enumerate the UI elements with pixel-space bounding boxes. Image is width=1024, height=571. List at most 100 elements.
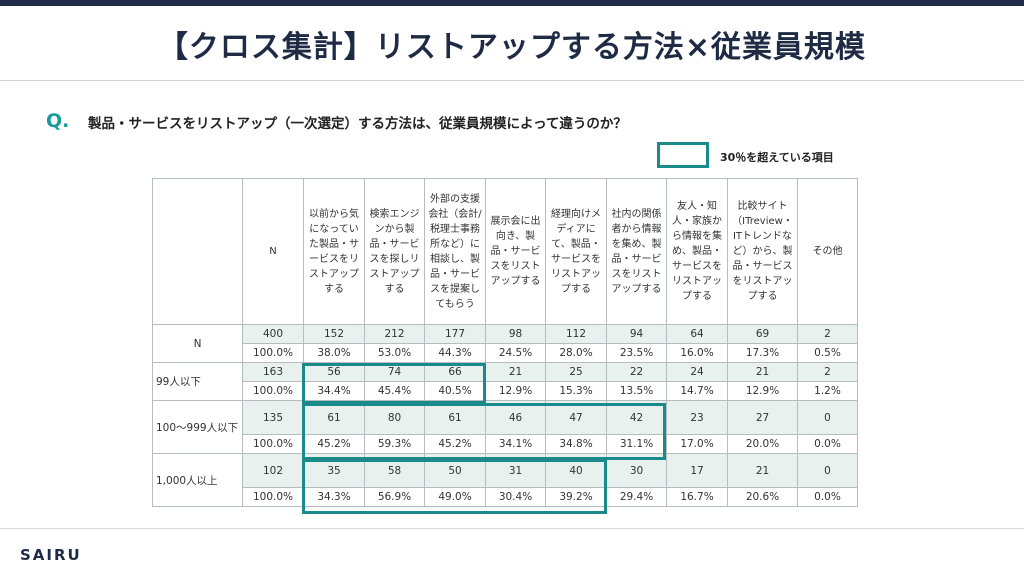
row-label: 1,000人以上 [152, 453, 243, 507]
count-cell: 42 [606, 400, 667, 435]
sairu-logo: SAIRU [20, 546, 82, 564]
count-cell: 35 [303, 453, 365, 488]
count-cell: 69 [727, 324, 798, 344]
percent-cell: 56.9% [364, 487, 425, 507]
percent-cell: 16.7% [666, 487, 728, 507]
count-cell: 21 [727, 362, 798, 382]
table-row: 100～999人以下 135 61 80 61 46 47 42 23 27 0 [152, 400, 858, 454]
table-row: 100.0% 38.0% 53.0% 44.3% 24.5% 28.0% 23.5% 16.0… [153, 343, 858, 363]
count-cell: 21 [485, 362, 546, 382]
question-text: 製品・サービスをリストアップ（一次選定）する方法は、従業員規模によって違うのか？ [88, 116, 627, 132]
percent-cell: 20.0% [727, 434, 798, 454]
header-cell-internal-staff: 社内の関係者から情報を集め、製品・サービスをリストアップする [606, 178, 667, 325]
count-cell: 46 [485, 400, 546, 435]
percent-cell: 49.0% [424, 487, 486, 507]
header-cell-search-engine: 検索エンジンから製品・サービスを探しリストアップする [364, 178, 425, 325]
percent-cell: 100.0% [242, 487, 304, 507]
count-cell: 22 [606, 362, 667, 382]
legend-swatch [657, 142, 709, 168]
percent-cell: 45.2% [424, 434, 486, 454]
table-header-row: N 以前から気になっていた製品・サービスをリストアップする 検索エンジンから製品… [152, 178, 858, 325]
count-cell: 212 [364, 324, 425, 344]
percent-cell: 1.2% [797, 381, 858, 401]
percent-cell: 34.3% [303, 487, 365, 507]
header-cell-comparison-site: 比較サイト（ITreview・ITトレンドなど）から、製品・サービスをリストアッ… [727, 178, 798, 325]
count-cell: 74 [364, 362, 425, 382]
percent-cell: 0.0% [797, 434, 858, 454]
count-cell: 2 [797, 324, 858, 344]
count-cell: 50 [424, 453, 486, 488]
count-cell: 2 [797, 362, 858, 382]
count-cell: 25 [545, 362, 607, 382]
percent-cell: 24.5% [485, 343, 546, 363]
top-accent-bar [0, 0, 1024, 6]
count-cell: 47 [545, 400, 607, 435]
count-cell: 27 [727, 400, 798, 435]
percent-cell: 53.0% [364, 343, 425, 363]
table-row: 100.0% 34.3% 56.9% 49.0% 30.4% 39.2% 29.4% 16.7… [153, 487, 858, 507]
percent-cell: 12.9% [485, 381, 546, 401]
percent-cell: 100.0% [242, 381, 304, 401]
percent-cell: 100.0% [242, 343, 304, 363]
percent-cell: 28.0% [545, 343, 607, 363]
row-label: 99人以下 [152, 362, 243, 401]
percent-cell: 17.0% [666, 434, 728, 454]
row-label: N [152, 324, 243, 363]
count-cell: 58 [364, 453, 425, 488]
count-cell: 66 [424, 362, 486, 382]
percent-cell: 34.8% [545, 434, 607, 454]
count-cell: 24 [666, 362, 728, 382]
header-cell-accounting-media: 経理向けメディアにて、製品・サービスをリストアップする [545, 178, 607, 325]
count-cell: 23 [666, 400, 728, 435]
count-cell: 61 [303, 400, 365, 435]
percent-cell: 12.9% [727, 381, 798, 401]
count-cell: 98 [485, 324, 546, 344]
question-mark-label: Q. [46, 110, 70, 132]
percent-cell: 15.3% [545, 381, 607, 401]
percent-cell: 30.4% [485, 487, 546, 507]
percent-cell: 59.3% [364, 434, 425, 454]
header-cell-friends-family: 友人・知人・家族から情報を集め、製品・サービスをリストアップする [666, 178, 728, 325]
legend-label: 30％を超えている項目 [720, 151, 834, 164]
header-cell-exhibition: 展示会に出向き、製品・サービスをリストアップする [485, 178, 546, 325]
table-row: 99人以下 163 56 74 66 21 25 22 24 21 2 [152, 362, 858, 401]
table-row: N 400 152 212 177 98 112 94 64 69 2 [152, 324, 858, 363]
count-cell: 400 [242, 324, 304, 344]
header-cell-n: N [242, 178, 304, 325]
percent-cell: 34.1% [485, 434, 546, 454]
count-cell: 61 [424, 400, 486, 435]
count-cell: 31 [485, 453, 546, 488]
table-row: 100.0% 45.2% 59.3% 45.2% 34.1% 34.8% 31.1% 17.0… [153, 434, 858, 454]
percent-cell: 13.5% [606, 381, 667, 401]
count-cell: 0 [797, 400, 858, 435]
count-cell: 152 [303, 324, 365, 344]
percent-cell: 38.0% [303, 343, 365, 363]
count-cell: 80 [364, 400, 425, 435]
percent-cell: 100.0% [242, 434, 304, 454]
row-label: 100～999人以下 [152, 400, 243, 454]
count-cell: 17 [666, 453, 728, 488]
count-cell: 135 [242, 400, 304, 435]
percent-cell: 0.5% [797, 343, 858, 363]
footer-divider [0, 528, 1024, 529]
header-cell-external-advisor: 外部の支援会社（会計/税理士事務所など）に相談し、製品・サービスを提案してもらう [424, 178, 486, 325]
table-row: 100.0% 34.4% 45.4% 40.5% 12.9% 15.3% 13.5% 14.7… [153, 381, 858, 401]
percent-cell: 39.2% [545, 487, 607, 507]
percent-cell: 17.3% [727, 343, 798, 363]
count-cell: 102 [242, 453, 304, 488]
cross-tab-table: N 以前から気になっていた製品・サービスをリストアップする 検索エンジンから製品… [152, 178, 858, 507]
count-cell: 56 [303, 362, 365, 382]
percent-cell: 23.5% [606, 343, 667, 363]
slide-title: 【クロス集計】リストアップする方法×従業員規模 [157, 30, 867, 65]
count-cell: 64 [666, 324, 728, 344]
title-divider [0, 80, 1024, 81]
count-cell: 40 [545, 453, 607, 488]
count-cell: 163 [242, 362, 304, 382]
count-cell: 21 [727, 453, 798, 488]
header-cell-corner [152, 178, 243, 325]
percent-cell: 0.0% [797, 487, 858, 507]
percent-cell: 44.3% [424, 343, 486, 363]
count-cell: 0 [797, 453, 858, 488]
header-cell-prior-interest: 以前から気になっていた製品・サービスをリストアップする [303, 178, 365, 325]
percent-cell: 31.1% [606, 434, 667, 454]
